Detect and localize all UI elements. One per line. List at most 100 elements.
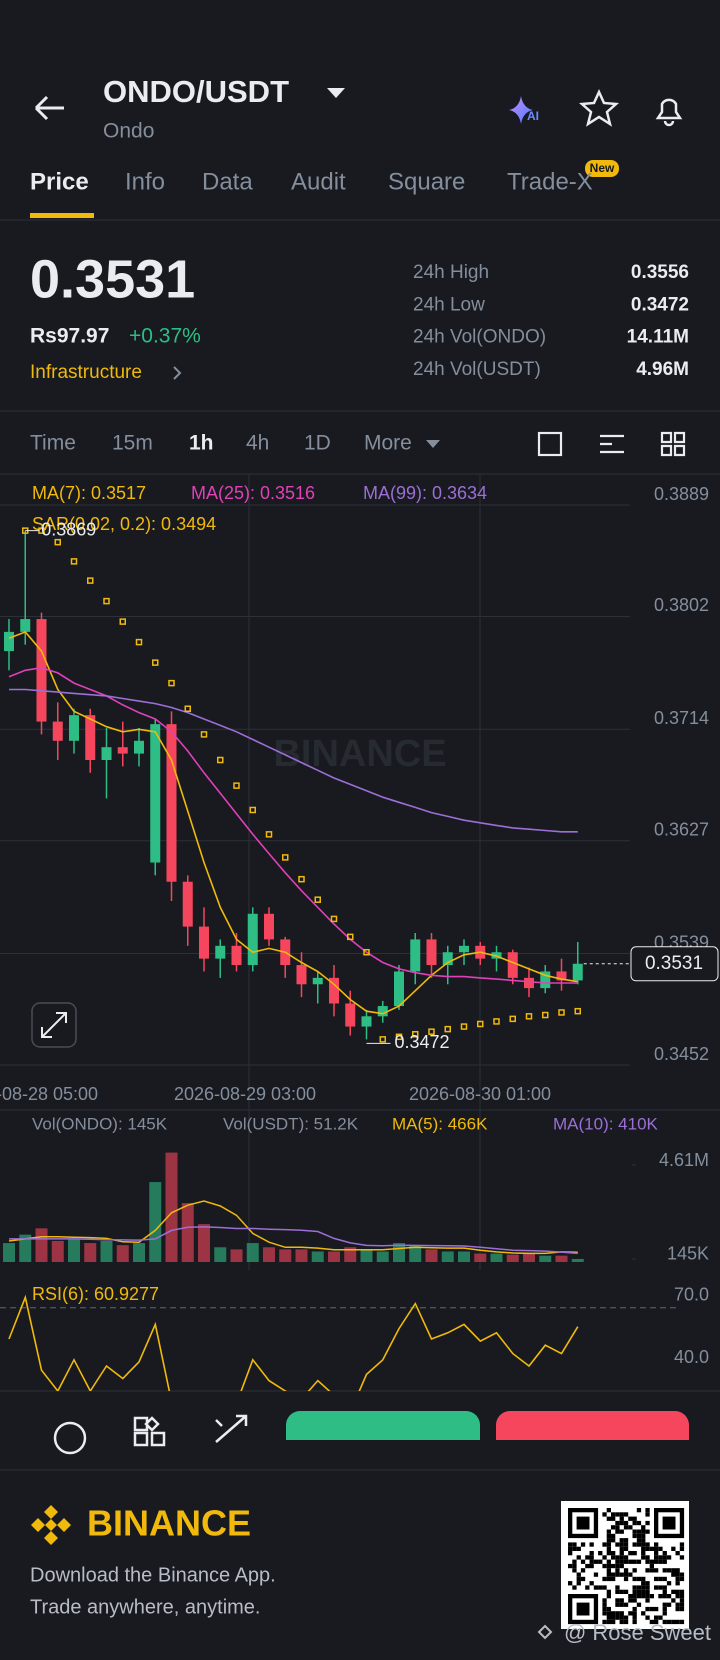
- tab[interactable]: Square: [388, 168, 465, 195]
- qr-module: [593, 1559, 599, 1564]
- qr-module: [606, 1576, 611, 1582]
- qr-module: [615, 1525, 620, 1530]
- qr-module: [654, 1585, 659, 1590]
- favorite-icon[interactable]: [578, 88, 620, 127]
- qr-module: [623, 1546, 629, 1551]
- volume-bar: [311, 1251, 324, 1262]
- legend-entry: MA(5): 466K: [392, 1114, 488, 1133]
- qr-module: [602, 1598, 607, 1603]
- qr-module: [572, 1546, 577, 1551]
- qr-module: [623, 1555, 629, 1560]
- brand-name: BINANCE: [87, 1503, 251, 1544]
- tab[interactable]: Info: [125, 168, 165, 195]
- legend-entry: MA(10): 410K: [553, 1114, 659, 1133]
- interval[interactable]: More: [364, 432, 412, 455]
- interval[interactable]: 4h: [246, 432, 269, 455]
- sector-tag[interactable]: Infrastructure: [30, 362, 142, 383]
- volume-bar: [344, 1247, 357, 1262]
- qr-module: [641, 1589, 646, 1594]
- qr-module: [598, 1551, 603, 1556]
- more-caret: [426, 440, 440, 448]
- qr-module: [645, 1615, 650, 1620]
- y-tick-label: 0.3627: [654, 819, 709, 839]
- tab[interactable]: Audit: [291, 168, 346, 195]
- tab[interactable]: Data: [202, 168, 253, 195]
- qr-module: [623, 1615, 629, 1620]
- volume-bar: [523, 1253, 535, 1262]
- qr-module: [615, 1563, 620, 1569]
- volume-bar: [3, 1243, 15, 1262]
- indicator-icon[interactable]: [600, 434, 624, 454]
- ai-icon[interactable]: [509, 96, 533, 124]
- sar-dot: [119, 618, 126, 625]
- fiat-price: Rs97.97: [30, 325, 109, 348]
- volume-bar: [555, 1255, 568, 1262]
- interval[interactable]: 1D: [304, 432, 331, 455]
- qr-module: [636, 1602, 642, 1607]
- qr-modules: [568, 1508, 685, 1625]
- nav-apps-icon[interactable]: [133, 1416, 166, 1447]
- sar-dot: [347, 933, 354, 941]
- layout-icon[interactable]: [660, 431, 686, 457]
- candle-body: [4, 631, 14, 652]
- qr-module: [675, 1594, 680, 1599]
- qr-module: [662, 1619, 667, 1625]
- qr-module: [615, 1542, 620, 1547]
- qr-module: [580, 1559, 586, 1564]
- volume-bar: [35, 1228, 48, 1262]
- back-button[interactable]: [34, 95, 64, 121]
- qr-module: [615, 1568, 620, 1573]
- sell-button[interactable]: [496, 1411, 689, 1440]
- volume-bar: [100, 1240, 113, 1262]
- pair-dropdown[interactable]: [327, 88, 345, 98]
- tab[interactable]: Price: [30, 168, 89, 195]
- candle-body: [134, 740, 144, 754]
- qr-module: [606, 1568, 611, 1573]
- qr-module: [666, 1555, 672, 1560]
- qr-module: [641, 1529, 646, 1534]
- buy-button[interactable]: [286, 1411, 480, 1440]
- stat-label: 24h High: [413, 262, 489, 283]
- expand-button[interactable]: [31, 1002, 77, 1048]
- volume-bar: [376, 1251, 389, 1262]
- qr-module: [632, 1598, 637, 1603]
- qr-module: [679, 1589, 685, 1594]
- stat-value: 0.3556: [631, 262, 689, 283]
- qr-module: [675, 1606, 680, 1612]
- volume-bar: [571, 1258, 584, 1262]
- qr-module: [606, 1615, 611, 1620]
- y-tick-label: 0.3452: [654, 1044, 709, 1064]
- qr-module: [679, 1594, 685, 1599]
- qr-module: [641, 1525, 646, 1530]
- qr-module: [645, 1581, 650, 1586]
- interval[interactable]: 15m: [112, 432, 153, 455]
- tab[interactable]: Trade-X: [507, 168, 593, 195]
- qr-module: [671, 1572, 676, 1577]
- qr-module: [662, 1594, 667, 1599]
- qr-module: [632, 1594, 637, 1599]
- volume-bar: [474, 1253, 487, 1262]
- alert-icon[interactable]: [655, 98, 683, 127]
- interval[interactable]: Time: [30, 432, 76, 455]
- qr-module: [658, 1594, 663, 1599]
- qr-module: [636, 1594, 642, 1599]
- interval[interactable]: 1h: [189, 432, 214, 455]
- candle-body: [410, 939, 421, 972]
- qr-module: [606, 1508, 611, 1513]
- qr-module: [641, 1551, 646, 1556]
- sar-dot: [363, 948, 370, 956]
- qr-module: [611, 1525, 616, 1530]
- nav-trade-icon[interactable]: [215, 1414, 248, 1443]
- stat-label: 24h Vol(USDT): [413, 359, 541, 380]
- qr-module: [615, 1529, 620, 1534]
- qr-module: [611, 1555, 616, 1560]
- qr-module: [662, 1602, 667, 1607]
- sar-dot: [298, 875, 305, 883]
- nav-more-icon[interactable]: [53, 1421, 87, 1455]
- candle-body: [215, 945, 226, 959]
- qr-module: [619, 1559, 624, 1564]
- chart-tool-icon[interactable]: [537, 431, 563, 457]
- qr-module: [619, 1563, 624, 1569]
- qr-module: [645, 1555, 650, 1560]
- volume-bar: [149, 1182, 162, 1262]
